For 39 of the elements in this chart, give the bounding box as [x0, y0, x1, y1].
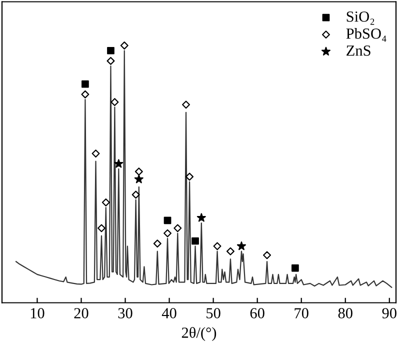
point	[120, 41, 128, 50]
point	[292, 264, 299, 272]
x-tick-label: 40	[162, 308, 176, 318]
legend-label: SiO₂	[346, 11, 374, 25]
point	[134, 174, 144, 184]
point	[153, 240, 162, 248]
point	[186, 172, 194, 181]
x-tick-label: 70	[294, 308, 308, 318]
point	[182, 100, 190, 109]
x-tick-label: 80	[338, 308, 352, 318]
x-tick-label: 90	[382, 308, 396, 318]
x-tick-label: 60	[250, 308, 264, 318]
point	[164, 216, 172, 224]
point	[114, 159, 124, 168]
x-tick-label: 20	[74, 308, 88, 318]
x-tick-label: 50	[206, 308, 220, 318]
point	[196, 213, 206, 222]
x-axis-title: 2θ/(°)	[182, 327, 216, 341]
point	[174, 224, 182, 232]
point	[82, 80, 89, 88]
legend-label: PbSO₄	[346, 28, 386, 42]
point	[98, 224, 106, 232]
point	[236, 241, 246, 250]
point	[132, 190, 140, 199]
x-tick-label: 10	[30, 308, 44, 318]
point	[107, 46, 114, 54]
point	[102, 198, 110, 206]
point	[110, 98, 119, 106]
point	[192, 237, 199, 245]
point	[164, 229, 172, 238]
point	[81, 90, 90, 98]
point	[263, 251, 272, 260]
point	[134, 168, 143, 176]
point	[226, 247, 234, 256]
legend-label: ZnS	[346, 46, 370, 56]
point	[106, 56, 115, 65]
point	[213, 242, 222, 250]
x-tick-label: 30	[118, 308, 132, 318]
point	[92, 150, 100, 158]
